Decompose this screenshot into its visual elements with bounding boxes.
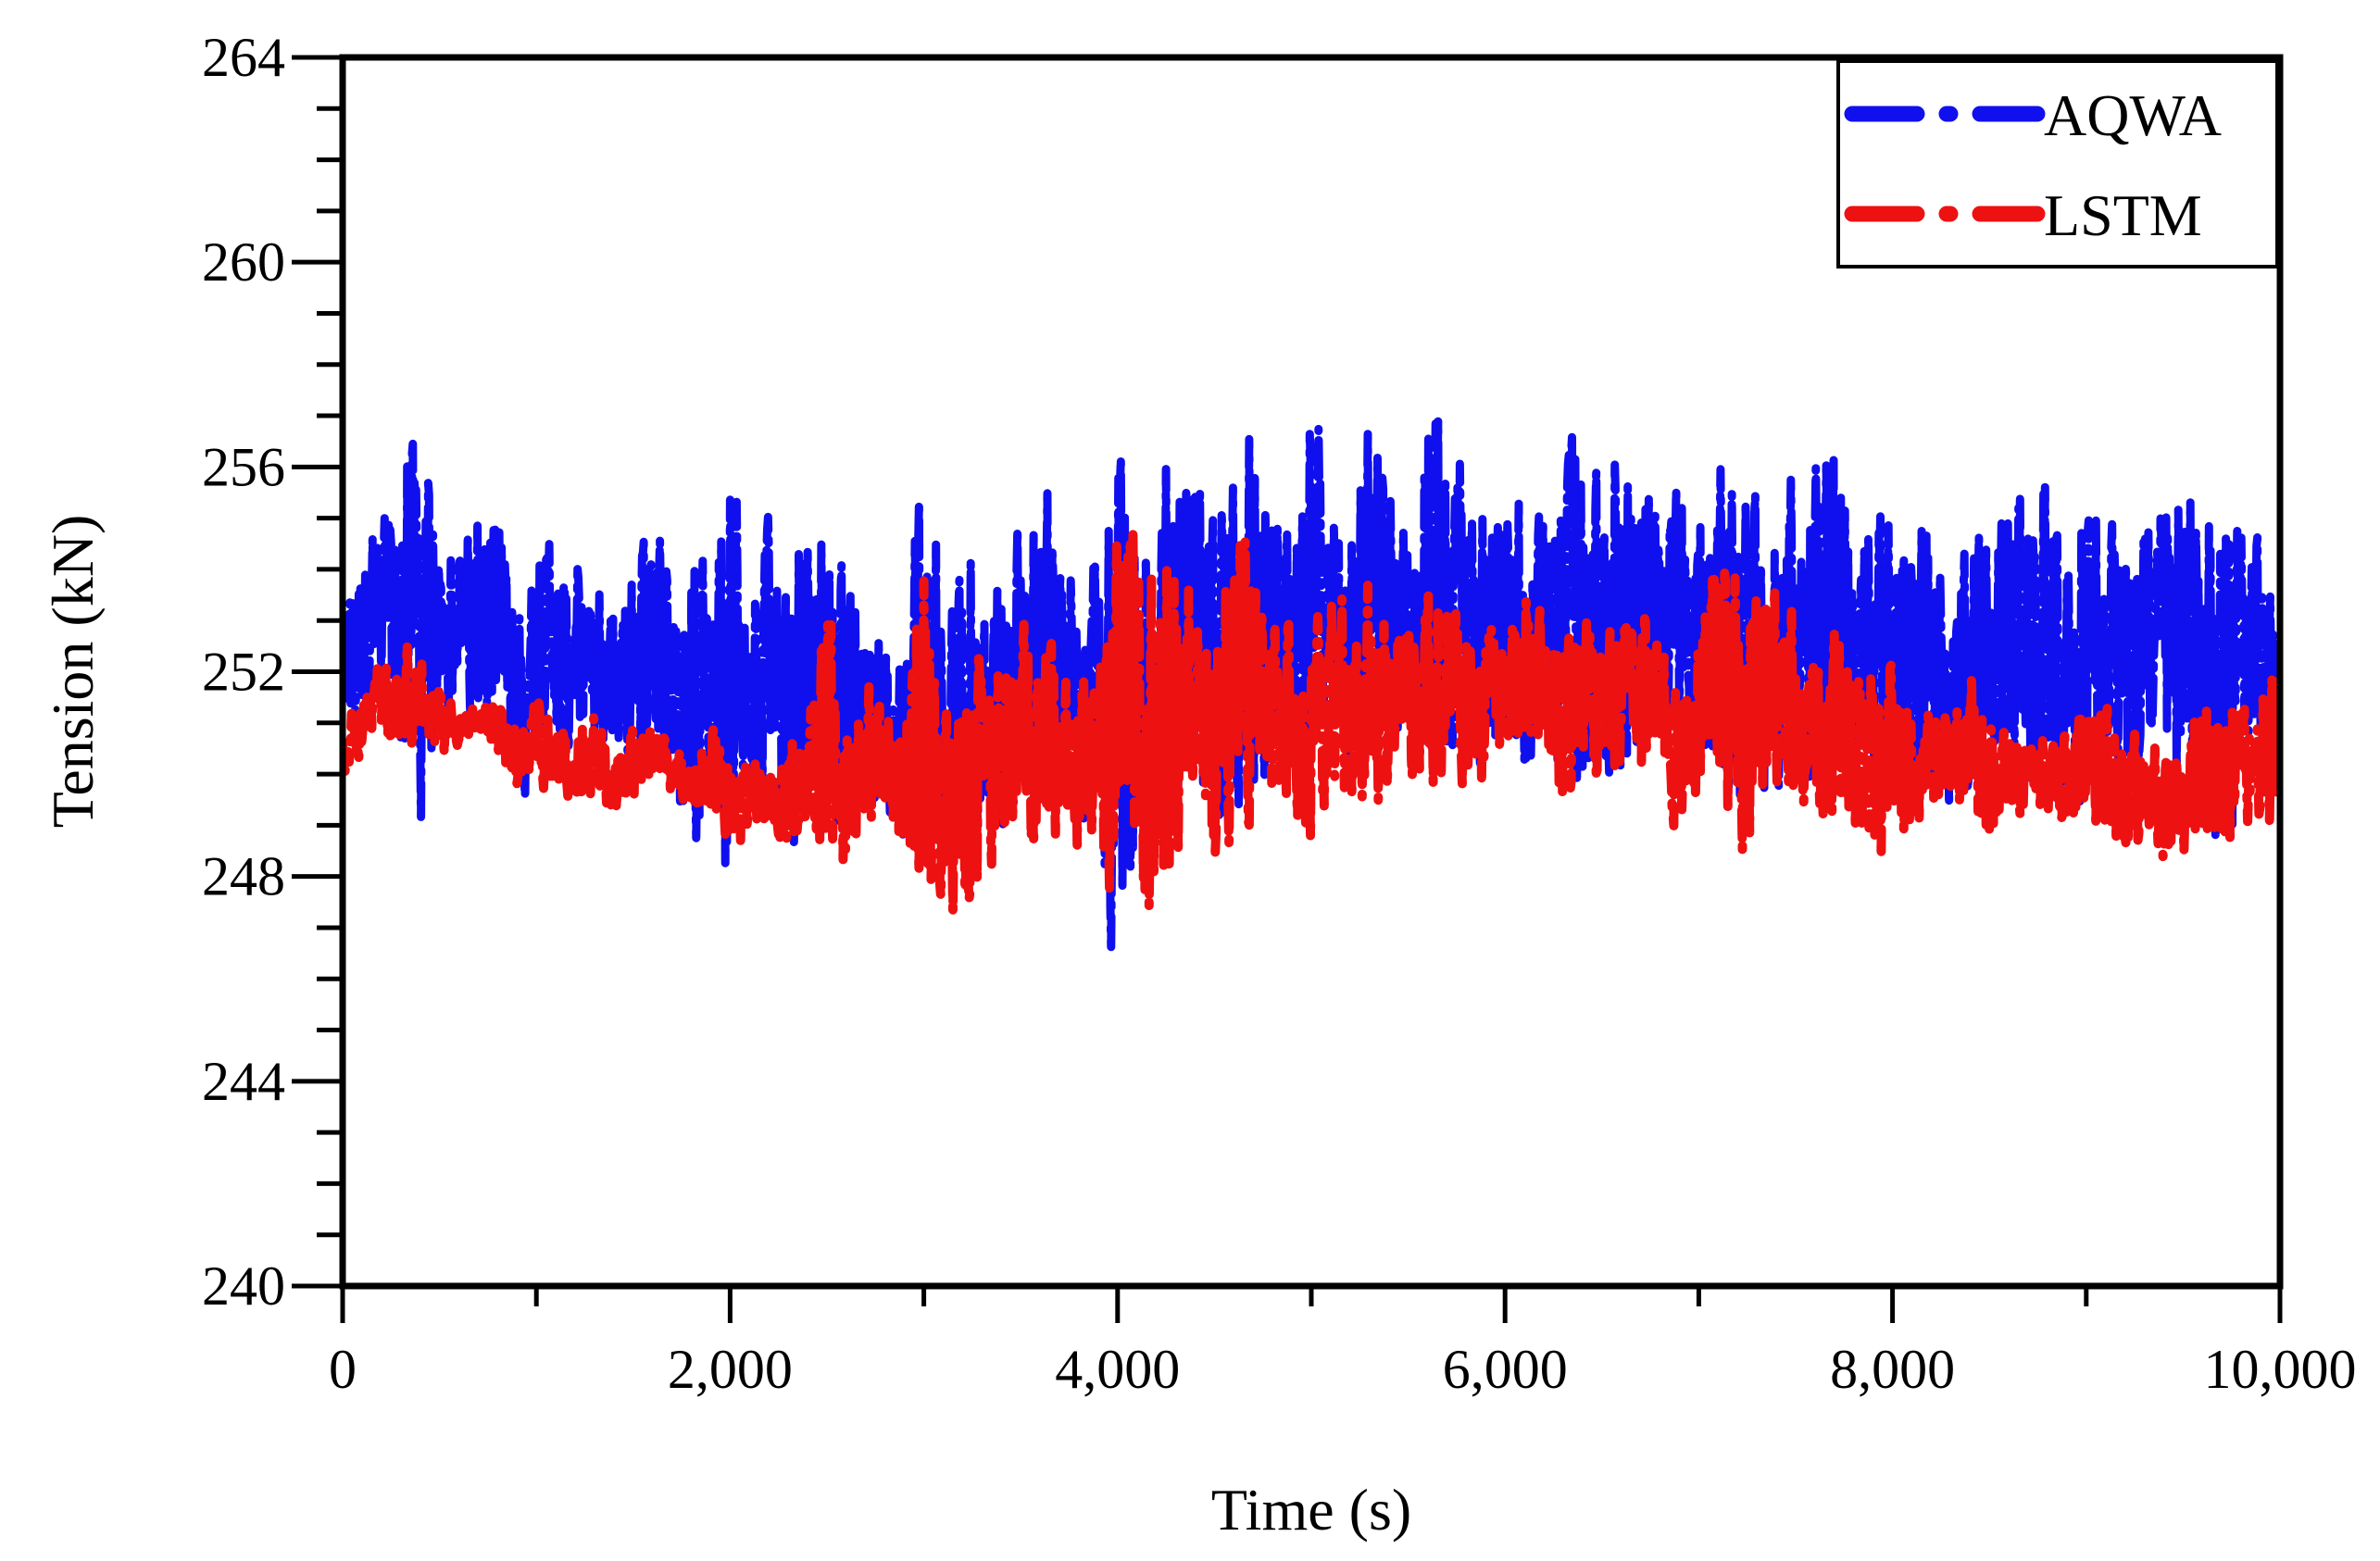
y-tick-label: 256 xyxy=(202,436,285,497)
x-tick-label: 8,000 xyxy=(1830,1339,1955,1400)
x-tick-label: 10,000 xyxy=(2204,1339,2357,1400)
legend: AQWA LSTM xyxy=(1836,59,2279,268)
y-tick-label: 244 xyxy=(202,1051,285,1112)
y-tick-label: 264 xyxy=(202,27,285,88)
y-axis-ticks: 240 244 248 252 256 260 264 xyxy=(202,27,343,1317)
series-layer xyxy=(343,416,2280,952)
x-axis-ticks: 0 2,000 4,000 6,000 8,000 10,000 xyxy=(329,1286,2357,1400)
legend-entry-aqwa: AQWA xyxy=(1844,82,2222,148)
legend-label-aqwa: AQWA xyxy=(2044,82,2222,148)
x-tick-label: 6,000 xyxy=(1443,1339,1568,1400)
y-tick-label: 252 xyxy=(202,642,285,703)
y-tick-label: 248 xyxy=(202,846,285,907)
y-axis-title: Tension (kN) xyxy=(40,515,106,829)
x-tick-label: 0 xyxy=(329,1339,357,1400)
x-tick-label: 4,000 xyxy=(1055,1339,1180,1400)
legend-box xyxy=(1836,59,2279,268)
series-line-lstm xyxy=(343,530,2280,917)
y-tick-label: 240 xyxy=(202,1255,285,1317)
series-line-aqwa xyxy=(343,416,2280,952)
x-axis-title: Time (s) xyxy=(1211,1477,1411,1542)
y-tick-label: 260 xyxy=(202,231,285,293)
legend-label-lstm: LSTM xyxy=(2044,182,2202,248)
x-tick-label: 2,000 xyxy=(668,1339,793,1400)
legend-entry-lstm: LSTM xyxy=(1844,182,2202,248)
